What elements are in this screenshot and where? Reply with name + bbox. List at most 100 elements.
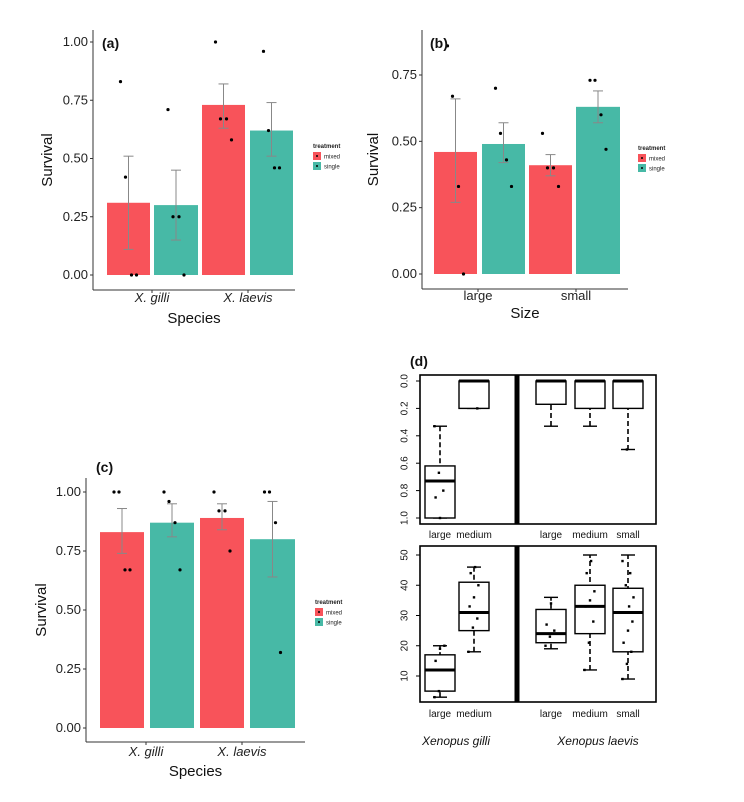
data-point: [128, 568, 132, 572]
data-point: [625, 662, 629, 666]
data-point: [540, 131, 545, 135]
data-point: [621, 677, 624, 681]
y-axis-label: Survival: [39, 133, 56, 186]
boxplot-survival-panel: 0.0 0.2 0.4 0.6 0.8 1.0 large medium large medium…: [400, 374, 657, 541]
x-axis-label: Size: [510, 305, 539, 322]
data-point: [112, 490, 116, 494]
data-point: [461, 272, 466, 276]
data-point: [629, 571, 632, 575]
data-point: [473, 565, 477, 569]
legend-dot: [316, 155, 318, 157]
data-point: [228, 549, 232, 553]
data-point: [434, 659, 437, 663]
box-laevis-medium: medium: [572, 554, 608, 720]
x-tick-label: large: [464, 288, 493, 303]
data-point: [476, 407, 479, 410]
data-point: [583, 379, 586, 383]
legend-label: mixed: [326, 611, 342, 617]
data-point: [467, 379, 470, 383]
data-point: [621, 559, 624, 563]
x-tick-label: X. gilli: [134, 290, 171, 305]
x-tick-label: large: [429, 709, 452, 720]
x-tick-label: X. laevis: [222, 290, 273, 305]
data-point: [434, 496, 437, 499]
data-point: [548, 379, 552, 383]
data-point: [171, 215, 175, 219]
data-point: [166, 107, 170, 112]
data-point: [445, 44, 450, 48]
data-point: [129, 273, 134, 277]
data-point: [504, 158, 509, 162]
x-axis-label: Species: [169, 763, 222, 780]
data-point: [467, 650, 470, 653]
data-point: [625, 448, 629, 451]
data-point: [182, 273, 186, 277]
data-point: [548, 635, 552, 638]
y-tick-label: 0.25: [63, 209, 88, 224]
data-point: [217, 509, 221, 513]
data-point: [583, 668, 586, 672]
data-point: [173, 521, 177, 525]
data-point: [553, 629, 556, 632]
data-point: [468, 605, 471, 608]
boxplot-chart-d: (d) 0.0 0.2 0.4 0.6 0.8 1.0 large medium large med…: [400, 353, 657, 748]
bar-chart-b: 0.00 0.25 0.50 0.75 large small Size Survival (b…: [365, 30, 665, 322]
box-laevis-large: large: [535, 379, 567, 541]
group-label: Xenopus laevis: [556, 734, 638, 748]
bar-single: [576, 106, 620, 274]
data-point: [177, 215, 181, 219]
bar-chart-a: 0.00 0.25 0.50 0.75 1.00 X. gilli X. laevisSpe…: [39, 30, 340, 327]
data-point: [472, 596, 476, 599]
data-point: [267, 490, 272, 494]
x-tick-label: medium: [456, 530, 492, 541]
y-tick-label: 50: [400, 549, 411, 561]
data-point: [588, 78, 592, 82]
legend-dot: [641, 167, 643, 169]
bar-single: [150, 522, 194, 728]
bar-mixed: [202, 104, 245, 275]
legend-title: treatment: [638, 146, 665, 152]
y-tick-label: 0.2: [400, 401, 411, 415]
bar-mixed: [529, 165, 572, 274]
box-laevis-medium: medium: [572, 379, 608, 541]
data-point: [551, 166, 556, 170]
data-point: [476, 617, 479, 620]
data-point: [442, 489, 445, 492]
y-tick-label: 0.6: [400, 456, 411, 470]
y-axis-label: Survival: [365, 133, 382, 186]
data-point: [630, 650, 633, 653]
panel-label: (a): [102, 35, 119, 51]
box-gilli-large: large: [424, 644, 456, 720]
data-point: [604, 147, 608, 151]
data-point: [624, 584, 627, 587]
box-laevis-small: small: [612, 379, 644, 541]
data-point: [587, 641, 591, 644]
data-point: [442, 668, 445, 672]
box: [458, 581, 490, 632]
y-tick-label: 0.50: [392, 133, 417, 148]
data-point: [123, 175, 128, 179]
y-tick-label: 0.25: [56, 661, 81, 676]
data-point: [471, 626, 475, 629]
data-point: [585, 571, 588, 575]
y-tick-label: 0.4: [400, 428, 411, 442]
data-point: [272, 166, 277, 170]
data-point: [627, 605, 631, 608]
data-point: [277, 166, 282, 170]
data-point: [273, 521, 278, 525]
y-tick-label: 1.0: [400, 511, 411, 525]
x-tick-label: medium: [572, 709, 608, 720]
data-point: [544, 644, 547, 647]
box-gilli-medium: medium: [456, 565, 492, 720]
data-point: [278, 650, 283, 655]
data-point: [162, 490, 166, 494]
legend-label: single: [649, 167, 665, 173]
y-tick-label: 0.50: [63, 151, 88, 166]
panel-label: (b): [430, 35, 448, 51]
legend-dot: [641, 157, 643, 159]
box: [535, 380, 567, 405]
data-point: [134, 273, 139, 277]
legend: treatment mixed single: [315, 600, 342, 627]
y-axis-label: Survival: [33, 583, 50, 636]
